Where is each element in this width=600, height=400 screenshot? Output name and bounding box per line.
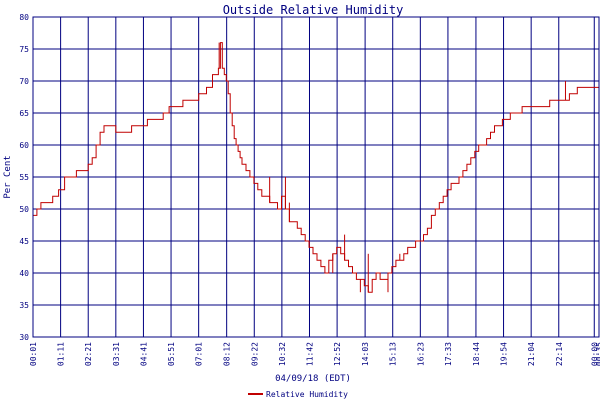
grid [32,16,600,338]
series-layer [33,42,599,293]
x-axis-label: 04/09/18 (EDT) [275,374,351,384]
x-tick-label: 00:00 [590,342,599,366]
x-tick-label: 14:03 [361,342,370,366]
x-tick-label: 21:04 [527,342,536,366]
y-tick-label: 55 [19,173,29,182]
x-tick-label: 11:42 [305,342,314,366]
x-tick-label: 16:23 [416,342,425,366]
x-tick-label: 00:01 [29,342,38,366]
y-tick-label: 70 [19,77,29,86]
y-tick-label: 30 [19,333,29,342]
y-tick-label: 45 [19,237,29,246]
x-tick-label: 12:52 [333,342,342,366]
x-tick-label: 05:51 [167,342,176,366]
y-axis-ticks: 30 35 40 45 50 55 60 65 70 75 80 [19,13,29,342]
chart-title: Outside Relative Humidity [223,3,404,17]
x-tick-label: 18:44 [472,342,481,366]
x-axis-ticks: 00:01 01:11 02:21 03:31 04:41 05:51 07:01 08:12… [29,342,600,366]
y-tick-label: 40 [19,269,29,278]
x-tick-label: 01:11 [57,342,66,366]
y-tick-label: 80 [19,13,29,22]
y-tick-label: 75 [19,45,29,54]
legend-label: Relative Humidity [266,390,348,399]
x-tick-label: 09:22 [250,342,259,366]
series-line [33,42,599,293]
x-tick-label: 04:41 [139,342,148,366]
x-tick-label: 10:32 [278,342,287,366]
x-tick-label: 17:33 [444,342,453,366]
y-tick-label: 50 [19,205,29,214]
x-tick-label: 03:31 [112,342,121,366]
x-tick-label: 07:01 [195,342,204,366]
x-tick-label: 02:21 [84,342,93,366]
x-tick-label: 15:13 [389,342,398,366]
x-tick-label: 22:14 [555,342,564,366]
y-tick-label: 35 [19,301,29,310]
plot-frame [32,16,600,338]
y-tick-label: 60 [19,141,29,150]
x-tick-label: 19:54 [500,342,509,366]
x-tick-label: 00:35 [595,342,600,366]
legend: Relative Humidity [248,390,348,399]
y-axis-label: Per Cent [3,155,13,198]
y-tick-label: 65 [19,109,29,118]
x-tick-label: 08:12 [223,342,232,366]
